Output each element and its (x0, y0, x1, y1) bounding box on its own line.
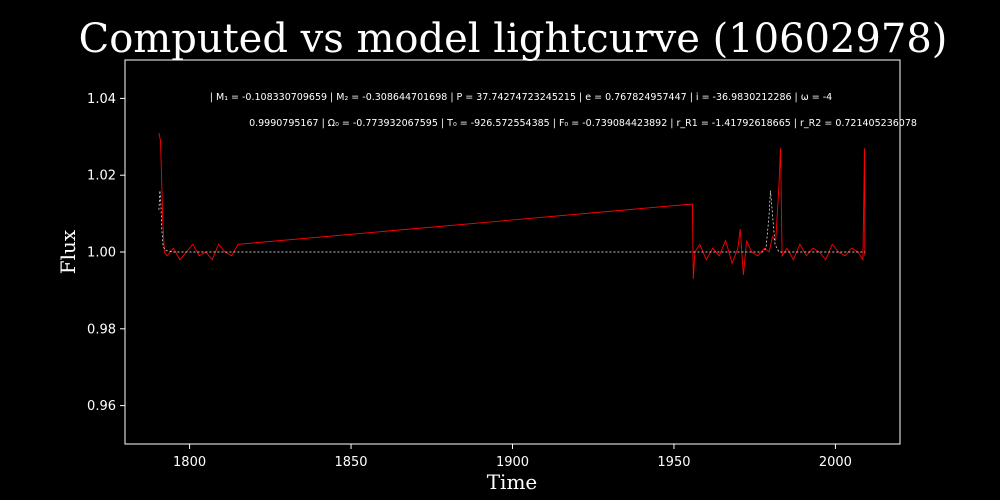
x-tick-label: 2000 (819, 455, 852, 470)
x-axis-label: Time (487, 470, 538, 494)
model-curve-line (158, 190, 866, 253)
x-tick-label: 1950 (657, 455, 690, 470)
y-tick-label: 0.98 (87, 322, 116, 337)
parameter-annotation-line-1: | M₁ = -0.108330709659 | M₂ = -0.3086447… (210, 92, 832, 103)
y-tick-label: 1.04 (87, 92, 116, 107)
x-tick-label: 1850 (334, 455, 367, 470)
plot-area (158, 132, 866, 279)
y-axis: 0.96 0.98 1.00 1.02 1.04 (87, 92, 125, 414)
x-tick-label: 1800 (173, 455, 206, 470)
parameter-annotation-line-2: 0.9990795167 | Ω₀ = -0.773932067595 | T₀… (249, 118, 917, 129)
x-tick-label: 1900 (496, 455, 529, 470)
y-tick-label: 0.96 (87, 399, 116, 414)
y-tick-label: 1.02 (87, 169, 116, 184)
observed-flux-line (158, 132, 866, 279)
x-axis: 1800 1850 1900 1950 2000 (173, 444, 852, 470)
y-axis-label: Flux (56, 229, 80, 274)
chart-title: Computed vs model lightcurve (10602978) (79, 16, 948, 62)
y-tick-label: 1.00 (87, 246, 116, 261)
